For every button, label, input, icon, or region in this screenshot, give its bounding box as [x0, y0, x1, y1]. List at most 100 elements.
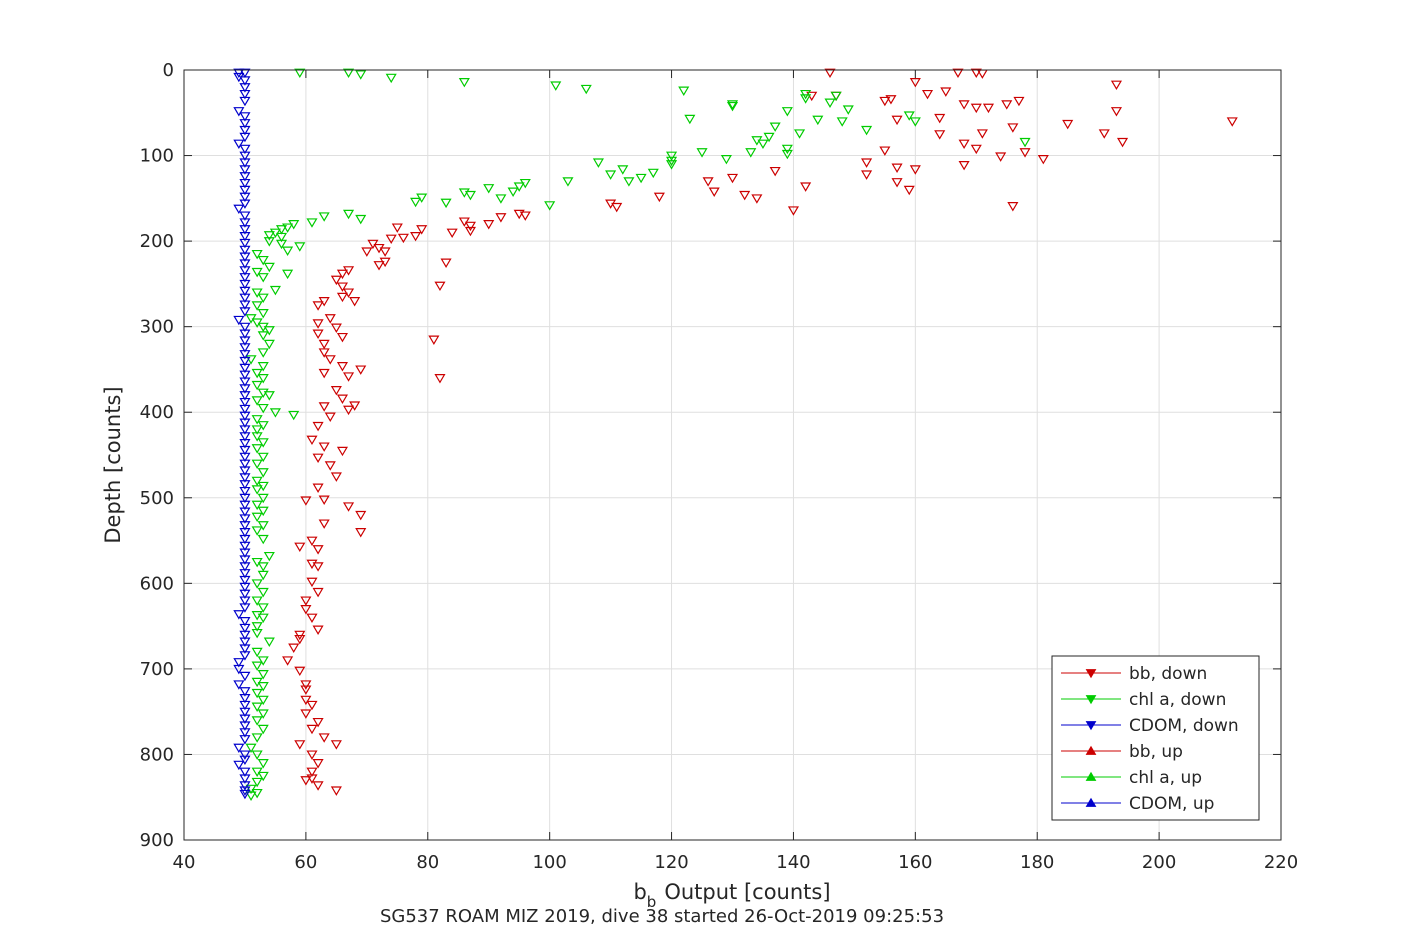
point-cdom-down [239, 774, 251, 784]
point-bb-down [391, 223, 403, 233]
point-chl-a-down [763, 132, 775, 143]
point-bb-down [885, 95, 897, 105]
point-cdom-down [233, 204, 245, 215]
point-chl-a-down [678, 86, 690, 96]
point-bb-down [318, 402, 330, 412]
point-chl-a-down [257, 331, 269, 341]
point-cdom-down [239, 651, 251, 661]
point-bb-down [958, 160, 970, 171]
point-bb-down [361, 247, 373, 257]
point-bb-down [440, 258, 452, 268]
point-bb-down [330, 740, 342, 750]
point-bb-down [824, 68, 836, 79]
point-bb-down [1037, 155, 1049, 165]
point-chl-a-down [282, 269, 294, 280]
point-bb-down [751, 194, 763, 204]
point-cdom-down [239, 125, 251, 136]
point-bb-down [336, 362, 349, 372]
point-cdom-down [239, 151, 251, 162]
point-bb-down [379, 247, 391, 257]
point-cdom-down [239, 218, 251, 228]
legend-label-bb-down: bb, down [1129, 664, 1207, 684]
point-chl-a-down [580, 84, 592, 95]
point-bb-down [336, 292, 349, 303]
point-cdom-down [239, 644, 251, 654]
point-chl-a-down [251, 301, 263, 311]
point-bb-down [891, 115, 903, 126]
chart-footer: SG537 ROAM MIZ 2019, dive 38 started 26-… [380, 906, 944, 927]
point-cdom-down [239, 343, 251, 353]
point-chl-a-down [257, 403, 269, 414]
point-bb-down [324, 412, 336, 422]
point-bb-down [1062, 119, 1074, 130]
point-chl-a-down [263, 637, 275, 647]
point-bb-down [1226, 117, 1238, 127]
point-bb-down [1013, 96, 1025, 107]
x-axis-label: bb Output [counts] [633, 880, 830, 911]
point-chl-a-down [251, 596, 263, 606]
point-bb-down [958, 100, 970, 110]
point-chl-a-down [294, 68, 306, 79]
y-tick-label: 200 [140, 231, 174, 252]
point-chl-a-down [793, 129, 806, 139]
point-cdom-down [239, 119, 251, 129]
legend-label-cdom-up: CDOM, up [1129, 794, 1214, 814]
point-bb-down [330, 786, 342, 796]
point-cdom-down [233, 680, 245, 690]
point-chl-a-down [726, 101, 739, 112]
point-chl-a-down [257, 452, 269, 463]
point-bb-down [312, 781, 324, 791]
point-bb-down [312, 301, 324, 311]
point-chl-a-down [257, 309, 269, 319]
point-chl-a-down [720, 155, 732, 165]
point-cdom-down [239, 548, 251, 558]
point-cdom-down [239, 500, 251, 511]
point-bb-down [318, 348, 330, 358]
y-tick-label: 100 [140, 146, 174, 167]
point-cdom-down [239, 411, 251, 422]
point-cdom-down [239, 728, 251, 738]
point-bb-down [1007, 123, 1019, 133]
point-cdom-down [239, 391, 251, 401]
point-cdom-down [239, 694, 251, 704]
point-chl-a-down [903, 111, 915, 121]
point-cdom-down [239, 541, 251, 552]
point-cdom-down [239, 486, 251, 497]
point-chl-a-down [275, 239, 288, 250]
point-bb-down [306, 700, 318, 711]
point-cdom-down [233, 743, 245, 754]
point-cdom-down [239, 300, 251, 310]
point-chl-a-down [757, 139, 769, 150]
legend-marker-cdom-down [1085, 721, 1097, 731]
point-cdom-down [239, 350, 251, 360]
point-cdom-down [239, 404, 251, 415]
point-bb-down [336, 394, 349, 404]
point-bb-down [330, 472, 342, 482]
point-chl-a-down [257, 656, 269, 666]
point-cdom-down [239, 185, 251, 196]
point-cdom-down [233, 760, 245, 771]
point-cdom-down [239, 397, 251, 408]
point-chl-a-down [251, 267, 263, 278]
point-bb-down [355, 510, 367, 521]
point-chl-a-down [251, 368, 263, 379]
point-cdom-down [239, 521, 251, 531]
point-bb-down [434, 374, 446, 384]
point-bb-down [312, 329, 324, 339]
point-bb-down [1116, 137, 1129, 148]
point-cdom-down [239, 279, 251, 290]
point-bb-down [318, 368, 330, 379]
point-chl-a-down [257, 374, 269, 384]
point-bb-down [349, 297, 361, 307]
point-bb-down [294, 740, 306, 750]
point-cdom-down [233, 658, 245, 668]
point-bb-down [483, 220, 495, 230]
data-points [233, 68, 1238, 801]
point-chl-a-down [257, 570, 269, 581]
point-bb-down [464, 226, 476, 237]
point-chl-a-down [282, 246, 294, 256]
point-bb-down [702, 177, 714, 187]
point-cdom-down [239, 582, 251, 593]
y-tick-label: 0 [163, 60, 174, 81]
